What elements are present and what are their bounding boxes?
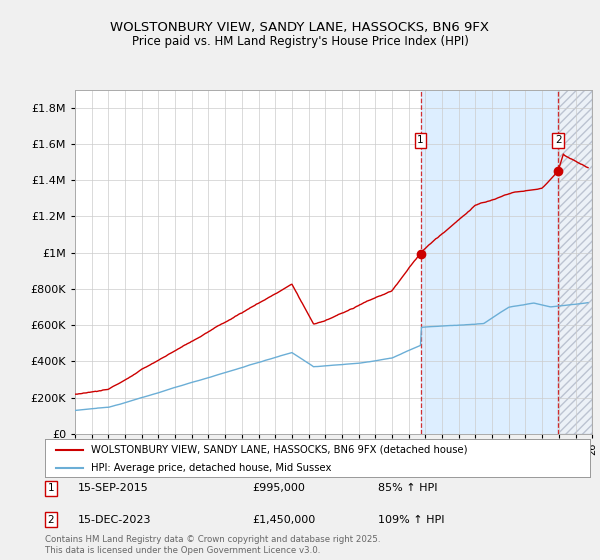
- Bar: [558, 90, 592, 434]
- Text: 15-SEP-2015: 15-SEP-2015: [78, 483, 149, 493]
- Text: WOLSTONBURY VIEW, SANDY LANE, HASSOCKS, BN6 9FX: WOLSTONBURY VIEW, SANDY LANE, HASSOCKS, …: [110, 21, 490, 34]
- Text: WOLSTONBURY VIEW, SANDY LANE, HASSOCKS, BN6 9FX (detached house): WOLSTONBURY VIEW, SANDY LANE, HASSOCKS, …: [91, 445, 468, 455]
- Text: 1: 1: [47, 483, 55, 493]
- Bar: [421, 90, 558, 434]
- Text: Price paid vs. HM Land Registry's House Price Index (HPI): Price paid vs. HM Land Registry's House …: [131, 35, 469, 48]
- Text: 1: 1: [417, 136, 424, 146]
- Text: Contains HM Land Registry data © Crown copyright and database right 2025.
This d: Contains HM Land Registry data © Crown c…: [45, 535, 380, 555]
- Text: £995,000: £995,000: [252, 483, 305, 493]
- Text: HPI: Average price, detached house, Mid Sussex: HPI: Average price, detached house, Mid …: [91, 463, 332, 473]
- Text: 2: 2: [555, 136, 562, 146]
- Text: 15-DEC-2023: 15-DEC-2023: [78, 515, 151, 525]
- Text: 2: 2: [47, 515, 55, 525]
- Text: 85% ↑ HPI: 85% ↑ HPI: [378, 483, 437, 493]
- Text: 109% ↑ HPI: 109% ↑ HPI: [378, 515, 445, 525]
- Text: £1,450,000: £1,450,000: [252, 515, 315, 525]
